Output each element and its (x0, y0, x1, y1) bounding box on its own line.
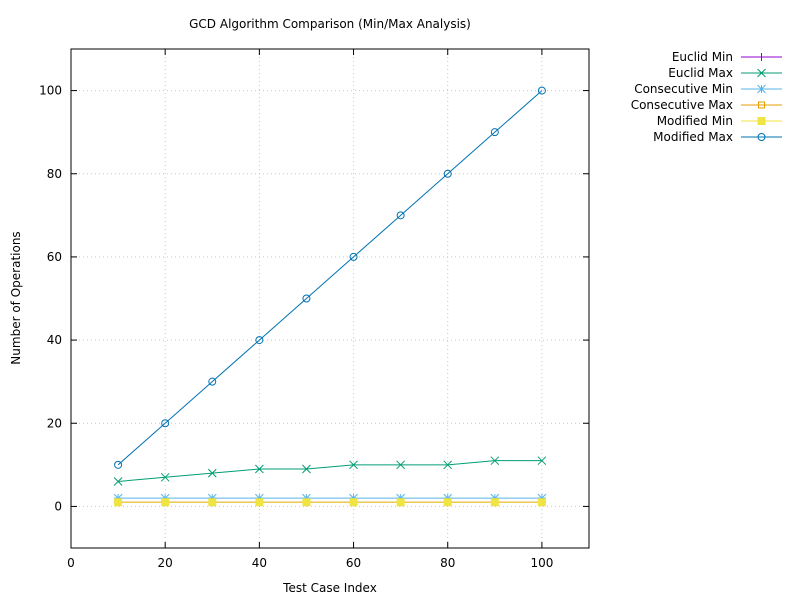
x-tick-label: 20 (158, 556, 173, 570)
legend-label: Modified Max (653, 130, 733, 144)
x-tick-label: 40 (252, 556, 267, 570)
data-point (302, 498, 311, 507)
data-point (349, 252, 358, 261)
data-point (255, 336, 264, 345)
data-point (349, 498, 358, 507)
data-point (443, 460, 453, 470)
data-point (443, 498, 452, 507)
legend-marker (757, 117, 766, 125)
x-tick-label: 60 (346, 556, 361, 570)
series-euclid-max (113, 456, 547, 486)
data-point (490, 456, 500, 466)
data-point (160, 472, 170, 482)
x-tick-label: 80 (440, 556, 455, 570)
data-point (114, 460, 123, 469)
series-line (117, 90, 543, 466)
data-point (537, 456, 547, 466)
data-point (302, 294, 311, 303)
data-point (537, 86, 546, 95)
data-point (255, 498, 264, 507)
legend-marker (758, 101, 765, 109)
y-axis: 0 20 40 60 80 100 (39, 84, 589, 513)
series-modified-max (114, 86, 546, 469)
data-point (114, 498, 123, 507)
y-tick-label: 40 (47, 333, 62, 347)
legend-marker (757, 53, 766, 61)
legend-label: Euclid Min (672, 50, 733, 64)
data-point (255, 464, 264, 474)
y-tick-label: 60 (47, 250, 62, 264)
legend-label: Consecutive Max (631, 98, 733, 112)
legend-label: Euclid Max (668, 66, 733, 80)
x-axis-label: Test Case Index (282, 581, 377, 595)
plot-area (70, 48, 590, 549)
y-tick-label: 20 (47, 416, 62, 430)
data-point (490, 498, 499, 507)
x-tick-label: 100 (530, 556, 553, 570)
data-point (161, 498, 170, 507)
chart-title: GCD Algorithm Comparison (Min/Max Analys… (189, 17, 471, 31)
legend-entry: Consecutive Max (631, 98, 782, 112)
series-layer (113, 86, 547, 507)
legend-entry: Modified Min (657, 114, 782, 128)
legend-entry: Euclid Min (672, 50, 782, 64)
y-tick-label: 0 (54, 499, 62, 513)
y-tick-label: 80 (47, 167, 62, 181)
data-point (396, 460, 405, 470)
legend-label: Modified Min (657, 114, 733, 128)
legend-marker (757, 68, 766, 78)
legend-entry: Euclid Max (668, 66, 782, 80)
data-point (396, 211, 405, 220)
x-axis: 0 20 40 60 80 100 (67, 49, 553, 570)
x-tick-label: 0 (67, 556, 75, 570)
data-point (349, 460, 358, 470)
y-tick-label: 100 (39, 84, 62, 98)
data-point (396, 498, 405, 507)
data-point (208, 498, 217, 507)
data-point (161, 419, 170, 428)
data-point (490, 128, 499, 137)
data-point (207, 468, 217, 478)
data-point (537, 498, 546, 507)
legend-marker (757, 133, 766, 141)
data-point (443, 169, 452, 178)
data-point (113, 477, 123, 486)
legend-label: Consecutive Min (634, 82, 733, 96)
data-point (208, 377, 217, 386)
legend-entry: Modified Max (653, 130, 782, 144)
series-consecutive-min (113, 493, 547, 503)
data-point (302, 464, 311, 474)
legend-marker (757, 84, 766, 94)
series-modified-min (114, 498, 546, 507)
grid (71, 49, 589, 548)
series-line (118, 460, 542, 482)
legend: Euclid Min Euclid Max Consecutive Min Conse… (631, 50, 782, 144)
y-axis-label: Number of Operations (9, 231, 23, 364)
legend-entry: Consecutive Min (634, 82, 782, 96)
